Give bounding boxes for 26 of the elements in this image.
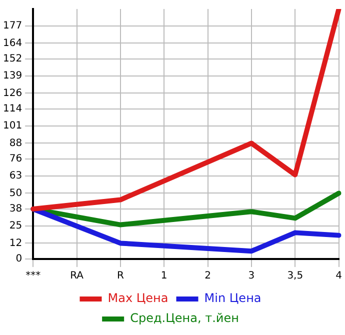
y-tick-label: 63 (9, 170, 22, 182)
legend-label: Сред.Цена, т.йен (130, 311, 239, 326)
y-tick-label: 0 (16, 254, 22, 265)
y-tick-label: 50 (9, 188, 22, 199)
x-tick-label: 1 (160, 270, 168, 282)
legend-label: Max Цена (108, 291, 168, 306)
y-tick-label: 139 (2, 70, 22, 82)
y-tick-label: 25 (9, 220, 22, 232)
x-tick-label: R (116, 270, 124, 282)
y-tick-label: 76 (9, 154, 22, 165)
y-tick-label: 38 (9, 204, 22, 215)
y-tick-label: 114 (2, 104, 22, 115)
x-tick-label: 2 (204, 270, 211, 282)
x-tick-label: 3,5 (287, 270, 304, 282)
legend-label: Min Цена (204, 291, 262, 306)
y-tick-label: 101 (2, 120, 22, 132)
y-tick-label: 88 (9, 138, 22, 149)
y-tick-label: 177 (2, 20, 22, 32)
x-tick-label: 4 (336, 270, 342, 282)
y-tick-label: 152 (2, 54, 22, 65)
y-tick-label: 164 (2, 38, 22, 49)
x-tick-label: 3 (248, 270, 255, 282)
x-tick-label: RA (70, 270, 84, 282)
x-tick-label: *** (26, 270, 41, 282)
y-tick-label: 126 (2, 88, 22, 99)
y-tick-label: 12 (9, 238, 22, 249)
